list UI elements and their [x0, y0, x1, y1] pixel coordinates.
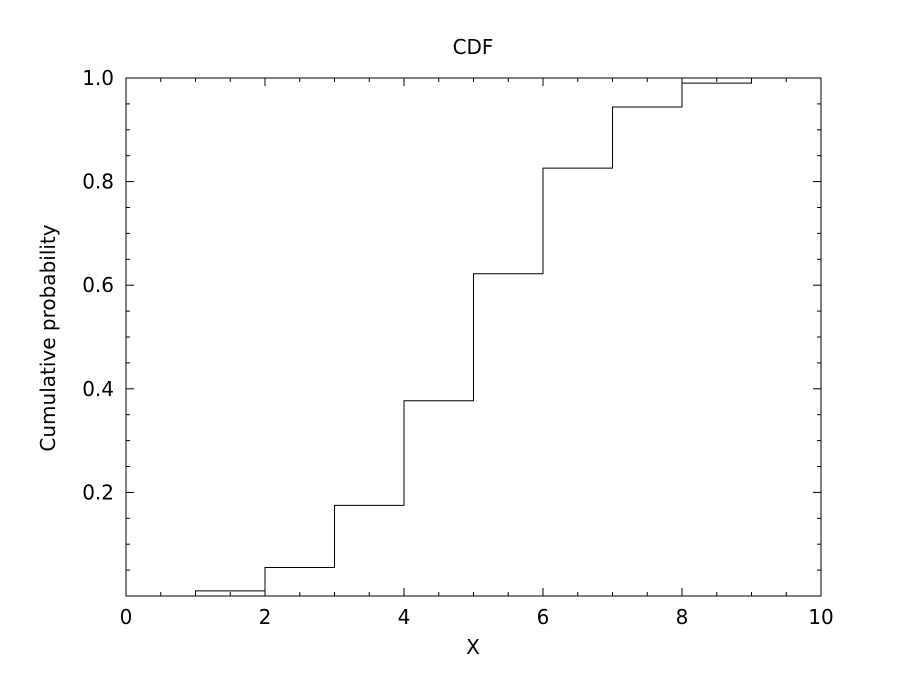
y-tick-label: 1.0 — [82, 66, 114, 90]
x-tick-label: 10 — [808, 605, 833, 629]
plot-area: 0 2 4 6 8 10 0.2 0.4 0.6 0.8 1.0 — [82, 66, 834, 629]
x-tick-label: 4 — [398, 605, 411, 629]
cdf-step-line — [126, 77, 821, 597]
chart-title: CDF — [453, 35, 494, 59]
x-tick-label: 2 — [259, 605, 272, 629]
y-tick-label: 0.6 — [82, 273, 114, 297]
y-tick-label: 0.2 — [82, 480, 114, 504]
y-tick-label: 0.8 — [82, 170, 114, 194]
x-tick-label: 0 — [120, 605, 133, 629]
y-tick-label: 0.4 — [82, 377, 114, 401]
y-axis-label: Cumulative probability — [36, 224, 60, 451]
x-axis-label: X — [466, 635, 480, 659]
x-tick-label: 6 — [537, 605, 550, 629]
x-tick-label: 8 — [676, 605, 689, 629]
